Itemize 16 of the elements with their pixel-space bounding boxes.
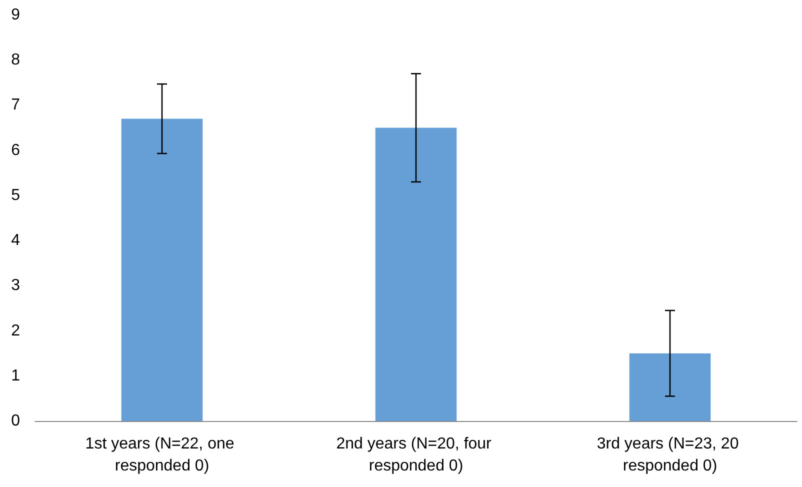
y-tick-label: 3 xyxy=(11,277,20,294)
x-tick-label: 2nd years (N=20, four responded 0) xyxy=(336,436,496,474)
y-tick-label: 4 xyxy=(11,232,20,250)
y-tick-label: 0 xyxy=(11,412,20,430)
x-tick-label: 3rd years (N=23, 20 responded 0) xyxy=(596,436,744,474)
y-tick-label: 9 xyxy=(11,6,20,24)
y-tick-label: 5 xyxy=(11,186,20,204)
bar xyxy=(375,128,457,421)
y-tick-label: 2 xyxy=(11,322,20,340)
x-tick-label: 1st years (N=22, one responded 0) xyxy=(85,436,239,474)
bar xyxy=(121,118,203,421)
y-tick-label: 7 xyxy=(11,96,20,114)
y-tick-label: 8 xyxy=(11,52,20,69)
bar xyxy=(629,353,711,421)
y-tick-label: 6 xyxy=(11,142,20,159)
y-tick-label: 1 xyxy=(11,367,20,384)
